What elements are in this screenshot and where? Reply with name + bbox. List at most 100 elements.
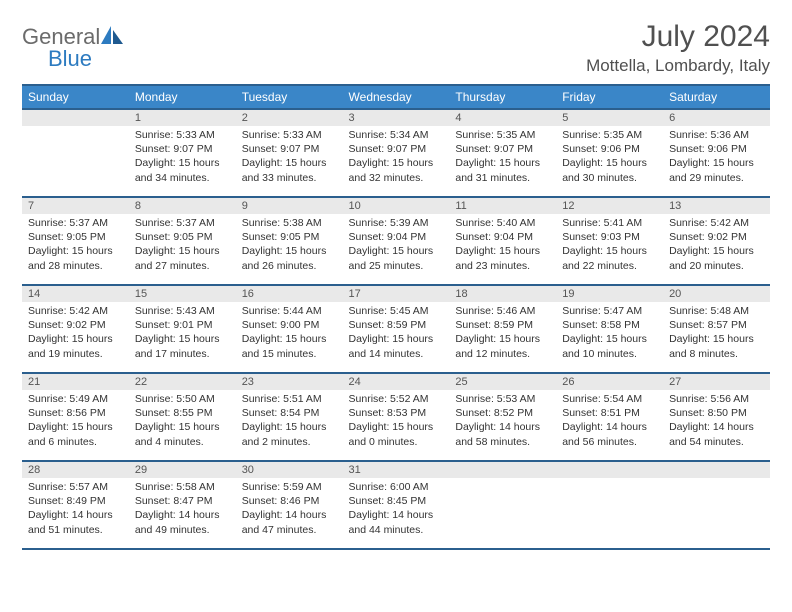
daylight-text: Daylight: 15 hours and 25 minutes. (349, 244, 444, 272)
day-number: 15 (129, 286, 236, 302)
day-info: Sunrise: 5:49 AMSunset: 8:56 PMDaylight:… (22, 390, 129, 453)
calendar-day-cell: 4Sunrise: 5:35 AMSunset: 9:07 PMDaylight… (449, 109, 556, 197)
day-info: Sunrise: 5:48 AMSunset: 8:57 PMDaylight:… (663, 302, 770, 365)
sunset-text: Sunset: 8:59 PM (349, 318, 444, 332)
day-number: 1 (129, 110, 236, 126)
sunrise-text: Sunrise: 5:50 AM (135, 392, 230, 406)
weekday-header: Saturday (663, 85, 770, 109)
day-info: Sunrise: 5:33 AMSunset: 9:07 PMDaylight:… (236, 126, 343, 189)
calendar-day-cell: 22Sunrise: 5:50 AMSunset: 8:55 PMDayligh… (129, 373, 236, 461)
daylight-text: Daylight: 15 hours and 30 minutes. (562, 156, 657, 184)
sunrise-text: Sunrise: 5:36 AM (669, 128, 764, 142)
sunrise-text: Sunrise: 5:35 AM (562, 128, 657, 142)
daylight-text: Daylight: 14 hours and 51 minutes. (28, 508, 123, 536)
sunrise-text: Sunrise: 5:49 AM (28, 392, 123, 406)
weekday-header: Sunday (22, 85, 129, 109)
weekday-header: Tuesday (236, 85, 343, 109)
day-info: Sunrise: 5:52 AMSunset: 8:53 PMDaylight:… (343, 390, 450, 453)
sunset-text: Sunset: 9:07 PM (242, 142, 337, 156)
calendar-table: SundayMondayTuesdayWednesdayThursdayFrid… (22, 84, 770, 550)
calendar-day-cell: 14Sunrise: 5:42 AMSunset: 9:02 PMDayligh… (22, 285, 129, 373)
daylight-text: Daylight: 15 hours and 32 minutes. (349, 156, 444, 184)
daylight-text: Daylight: 15 hours and 19 minutes. (28, 332, 123, 360)
day-number (556, 462, 663, 478)
day-info: Sunrise: 5:40 AMSunset: 9:04 PMDaylight:… (449, 214, 556, 277)
day-info: Sunrise: 5:46 AMSunset: 8:59 PMDaylight:… (449, 302, 556, 365)
calendar-week-row: 28Sunrise: 5:57 AMSunset: 8:49 PMDayligh… (22, 461, 770, 549)
sunset-text: Sunset: 8:59 PM (455, 318, 550, 332)
day-info: Sunrise: 5:38 AMSunset: 9:05 PMDaylight:… (236, 214, 343, 277)
day-number: 10 (343, 198, 450, 214)
calendar-day-cell: 6Sunrise: 5:36 AMSunset: 9:06 PMDaylight… (663, 109, 770, 197)
day-number (663, 462, 770, 478)
day-number: 21 (22, 374, 129, 390)
calendar-day-cell: 28Sunrise: 5:57 AMSunset: 8:49 PMDayligh… (22, 461, 129, 549)
day-number: 20 (663, 286, 770, 302)
day-number: 12 (556, 198, 663, 214)
sunset-text: Sunset: 9:07 PM (455, 142, 550, 156)
sunrise-text: Sunrise: 5:42 AM (669, 216, 764, 230)
sunset-text: Sunset: 8:51 PM (562, 406, 657, 420)
day-number: 19 (556, 286, 663, 302)
day-info: Sunrise: 5:50 AMSunset: 8:55 PMDaylight:… (129, 390, 236, 453)
sail-icon (101, 26, 123, 44)
sunset-text: Sunset: 9:02 PM (28, 318, 123, 332)
sunset-text: Sunset: 9:07 PM (135, 142, 230, 156)
daylight-text: Daylight: 14 hours and 54 minutes. (669, 420, 764, 448)
brand-part2: Blue (22, 46, 123, 72)
calendar-day-cell: 8Sunrise: 5:37 AMSunset: 9:05 PMDaylight… (129, 197, 236, 285)
sunrise-text: Sunrise: 5:38 AM (242, 216, 337, 230)
day-number: 16 (236, 286, 343, 302)
sunrise-text: Sunrise: 5:44 AM (242, 304, 337, 318)
calendar-week-row: 1Sunrise: 5:33 AMSunset: 9:07 PMDaylight… (22, 109, 770, 197)
daylight-text: Daylight: 15 hours and 31 minutes. (455, 156, 550, 184)
sunset-text: Sunset: 9:05 PM (135, 230, 230, 244)
daylight-text: Daylight: 15 hours and 0 minutes. (349, 420, 444, 448)
calendar-day-cell: 20Sunrise: 5:48 AMSunset: 8:57 PMDayligh… (663, 285, 770, 373)
daylight-text: Daylight: 15 hours and 8 minutes. (669, 332, 764, 360)
sunrise-text: Sunrise: 5:45 AM (349, 304, 444, 318)
sunset-text: Sunset: 9:01 PM (135, 318, 230, 332)
daylight-text: Daylight: 15 hours and 28 minutes. (28, 244, 123, 272)
calendar-header-row: SundayMondayTuesdayWednesdayThursdayFrid… (22, 85, 770, 109)
daylight-text: Daylight: 15 hours and 23 minutes. (455, 244, 550, 272)
weekday-header: Wednesday (343, 85, 450, 109)
day-info: Sunrise: 5:42 AMSunset: 9:02 PMDaylight:… (663, 214, 770, 277)
calendar-day-cell: 15Sunrise: 5:43 AMSunset: 9:01 PMDayligh… (129, 285, 236, 373)
calendar-day-cell (663, 461, 770, 549)
day-number: 7 (22, 198, 129, 214)
sunset-text: Sunset: 9:04 PM (455, 230, 550, 244)
day-info: Sunrise: 5:58 AMSunset: 8:47 PMDaylight:… (129, 478, 236, 541)
sunrise-text: Sunrise: 5:59 AM (242, 480, 337, 494)
day-info: Sunrise: 5:41 AMSunset: 9:03 PMDaylight:… (556, 214, 663, 277)
daylight-text: Daylight: 14 hours and 47 minutes. (242, 508, 337, 536)
calendar-day-cell (22, 109, 129, 197)
day-info: Sunrise: 5:42 AMSunset: 9:02 PMDaylight:… (22, 302, 129, 365)
daylight-text: Daylight: 14 hours and 49 minutes. (135, 508, 230, 536)
sunset-text: Sunset: 8:52 PM (455, 406, 550, 420)
day-number: 8 (129, 198, 236, 214)
sunset-text: Sunset: 8:55 PM (135, 406, 230, 420)
calendar-day-cell: 21Sunrise: 5:49 AMSunset: 8:56 PMDayligh… (22, 373, 129, 461)
sunrise-text: Sunrise: 5:35 AM (455, 128, 550, 142)
sunset-text: Sunset: 9:04 PM (349, 230, 444, 244)
sunset-text: Sunset: 8:56 PM (28, 406, 123, 420)
day-number: 13 (663, 198, 770, 214)
daylight-text: Daylight: 15 hours and 29 minutes. (669, 156, 764, 184)
sunrise-text: Sunrise: 6:00 AM (349, 480, 444, 494)
sunrise-text: Sunrise: 5:48 AM (669, 304, 764, 318)
calendar-day-cell: 24Sunrise: 5:52 AMSunset: 8:53 PMDayligh… (343, 373, 450, 461)
daylight-text: Daylight: 14 hours and 58 minutes. (455, 420, 550, 448)
day-info: Sunrise: 5:34 AMSunset: 9:07 PMDaylight:… (343, 126, 450, 189)
daylight-text: Daylight: 15 hours and 17 minutes. (135, 332, 230, 360)
calendar-day-cell: 16Sunrise: 5:44 AMSunset: 9:00 PMDayligh… (236, 285, 343, 373)
day-info: Sunrise: 5:54 AMSunset: 8:51 PMDaylight:… (556, 390, 663, 453)
daylight-text: Daylight: 15 hours and 34 minutes. (135, 156, 230, 184)
day-info: Sunrise: 5:47 AMSunset: 8:58 PMDaylight:… (556, 302, 663, 365)
sunset-text: Sunset: 9:02 PM (669, 230, 764, 244)
sunrise-text: Sunrise: 5:58 AM (135, 480, 230, 494)
calendar-day-cell: 5Sunrise: 5:35 AMSunset: 9:06 PMDaylight… (556, 109, 663, 197)
sunset-text: Sunset: 8:47 PM (135, 494, 230, 508)
calendar-day-cell: 27Sunrise: 5:56 AMSunset: 8:50 PMDayligh… (663, 373, 770, 461)
day-number: 17 (343, 286, 450, 302)
